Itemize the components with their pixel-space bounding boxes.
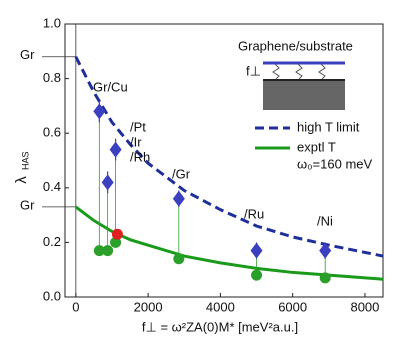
y-tick-label: 0.4: [43, 179, 61, 194]
annotation: /Pt: [130, 119, 146, 134]
diamond: [101, 174, 114, 191]
springs: [272, 63, 326, 80]
circle-point: [173, 253, 185, 265]
x-tick-label: 4000: [206, 299, 235, 314]
legend-label: high T limit: [297, 119, 360, 134]
highlight-point: [111, 228, 123, 240]
plot-frame: [64, 23, 384, 298]
circle-point: [93, 245, 105, 257]
reference-label: Gr: [20, 47, 35, 62]
y-tick-label: 1.0: [43, 15, 61, 30]
y-axis-label: λ HAS: [13, 151, 30, 183]
substrate: [263, 80, 345, 110]
y-tick-label: 0.8: [43, 70, 61, 85]
circle-point: [110, 236, 122, 248]
circle-point: [102, 245, 114, 257]
diamond: [250, 242, 263, 259]
schematic: [263, 61, 345, 110]
legend-label: exptl T: [297, 139, 336, 154]
legend-title: Graphene/substrate: [238, 38, 353, 53]
annotation: /Ru: [244, 206, 264, 221]
x-tick-label: 6000: [278, 299, 307, 314]
series-line: [74, 205, 383, 281]
x-tick-label: 2000: [134, 299, 163, 314]
y-label-main: λ: [13, 176, 30, 184]
reference-label: Gr: [20, 197, 35, 212]
circle-point: [319, 272, 331, 284]
legend-note: ω₀=160 meV: [297, 156, 372, 171]
diamond: [109, 141, 122, 158]
x-axis-label: f⊥ = ω²ZA(0)M* [meV²a.u.]: [142, 319, 298, 334]
y-label-sub: HAS: [20, 151, 30, 170]
annotation: /Gr: [172, 166, 191, 181]
y-tick-label: 0.2: [43, 234, 61, 249]
x-tick-label: 8000: [350, 299, 379, 314]
circle-point: [251, 269, 263, 281]
diamond: [93, 103, 106, 120]
y-tick-label: 0.6: [43, 125, 61, 140]
annotation: /Rh: [130, 149, 150, 164]
y-tick-label: 0.0: [43, 288, 61, 303]
annotation: /Ir: [130, 134, 142, 149]
schematic-label: f⊥: [246, 63, 261, 78]
annotation: /Ni: [317, 213, 333, 228]
diamond: [319, 242, 332, 259]
series-line: [74, 56, 383, 258]
diamond: [172, 190, 185, 207]
x-tick-label: 0: [72, 299, 79, 314]
annotation: Gr/Cu: [93, 79, 128, 94]
